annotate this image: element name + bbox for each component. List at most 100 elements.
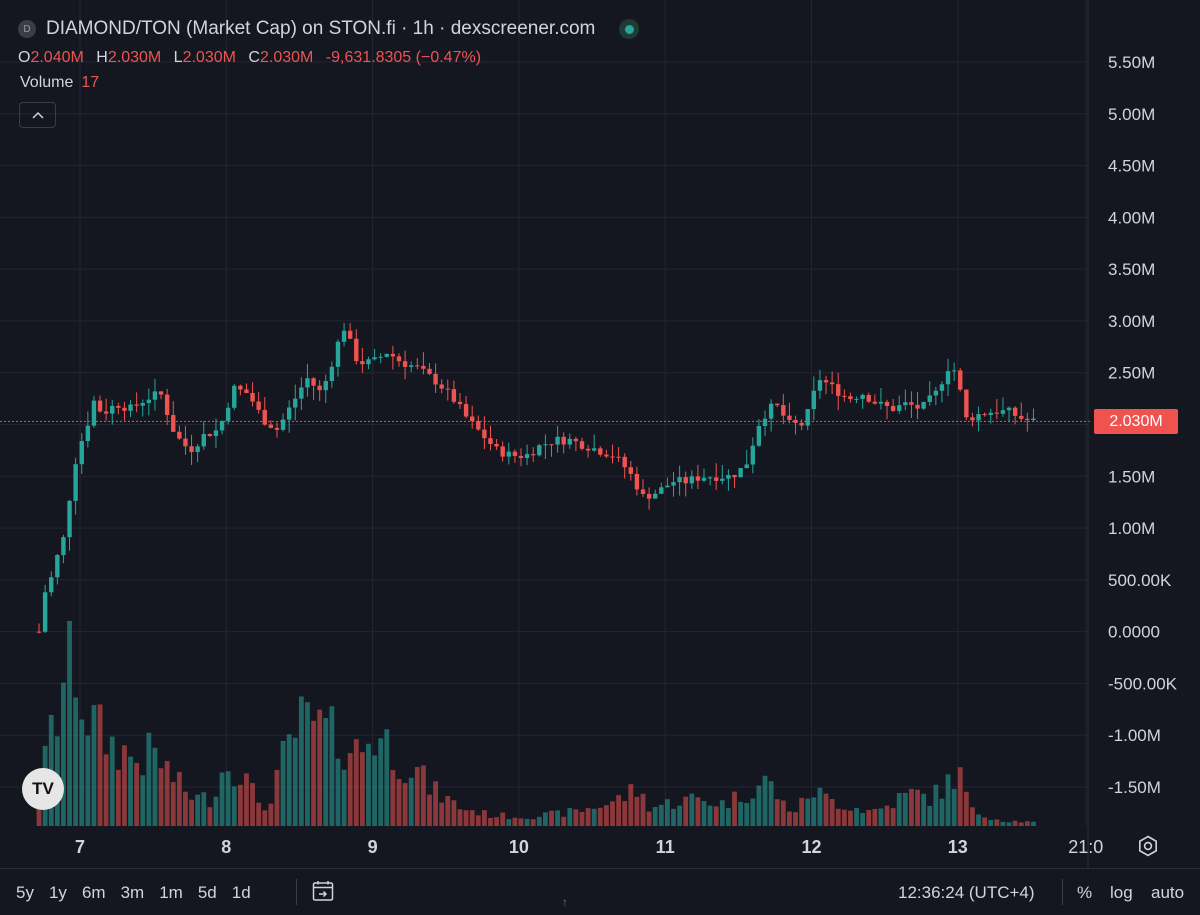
grid-lines xyxy=(0,0,1088,826)
volume-bar xyxy=(793,812,798,826)
candle-body xyxy=(396,356,402,362)
candle-body xyxy=(921,401,926,409)
volume-bar xyxy=(1024,821,1030,826)
volume-bar xyxy=(250,783,255,826)
chart-canvas[interactable]: -1.50M -1.00M -500.00K 0.0000 500.00K 1.00M 1.… xyxy=(0,0,1200,870)
volume-bar xyxy=(427,794,432,826)
volume-bar xyxy=(774,799,780,826)
volume-bar xyxy=(402,783,408,826)
volume-bar xyxy=(225,771,231,826)
candle-body xyxy=(878,401,884,404)
candle-body xyxy=(659,487,664,494)
volume-bar xyxy=(109,736,115,826)
range-6m-button[interactable]: 6m xyxy=(81,883,106,902)
candle-body xyxy=(799,422,804,426)
range-5d-button[interactable]: 5d xyxy=(197,883,217,902)
volume-bar xyxy=(512,817,518,826)
candle-body xyxy=(646,493,652,499)
volume-bar xyxy=(945,774,951,826)
y-tick-label: 2.50M xyxy=(1108,364,1155,383)
volume-bar xyxy=(683,796,689,826)
candle-body xyxy=(775,403,780,406)
volume-bar xyxy=(372,755,377,826)
scroll-up-arrow-icon[interactable]: ↑ xyxy=(562,895,568,909)
candle-body xyxy=(488,438,493,444)
low-label: L xyxy=(173,49,183,66)
volume-bar xyxy=(835,808,841,826)
range-1y-button[interactable]: 1y xyxy=(48,883,67,902)
range-3m-button[interactable]: 3m xyxy=(120,883,145,902)
candle-body xyxy=(421,365,426,369)
volume-bar xyxy=(286,734,292,826)
volume-bar xyxy=(585,808,591,826)
auto-scale-button[interactable]: auto xyxy=(1151,883,1185,902)
percent-scale-button[interactable]: % xyxy=(1077,883,1093,902)
volume-bar xyxy=(976,814,981,826)
candle-body xyxy=(945,371,951,385)
chart-title[interactable]: DIAMOND/TON (Market Cap) on STON.fi · 1h… xyxy=(46,18,596,39)
candle-body xyxy=(994,412,1000,414)
volume-bar xyxy=(811,797,817,826)
volume-bars xyxy=(36,621,1036,826)
volume-bar xyxy=(237,784,243,826)
candle-body xyxy=(567,438,572,445)
candle-body xyxy=(512,451,518,456)
candle-body xyxy=(506,451,511,457)
volume-bar xyxy=(170,782,176,826)
calendar-goto-icon[interactable] xyxy=(311,879,335,903)
candle-body xyxy=(134,404,139,406)
volume-bar xyxy=(591,808,597,826)
x-tick-label: 21:0 xyxy=(1068,837,1103,857)
candle-body xyxy=(415,365,420,367)
candle-body xyxy=(305,378,310,388)
candle-body xyxy=(610,456,615,458)
candle-body xyxy=(457,401,463,405)
candle-body xyxy=(36,631,42,633)
candle-body xyxy=(518,455,524,458)
volume-bar xyxy=(616,795,622,826)
collapse-legend-button[interactable] xyxy=(19,102,56,128)
price-axis[interactable]: -1.50M -1.00M -500.00K 0.0000 500.00K 1.00M 1.… xyxy=(1108,53,1178,797)
volume-bar xyxy=(506,819,512,826)
title-row: D DIAMOND/TON (Market Cap) on STON.fi · … xyxy=(18,18,640,40)
time-axis[interactable]: 7 8 9 10 11 12 13 21:0 xyxy=(75,837,1103,857)
candle-body xyxy=(970,417,975,421)
volume-label: Volume xyxy=(20,74,74,91)
candle-body xyxy=(347,330,353,339)
tradingview-logo-icon[interactable]: TV xyxy=(22,768,64,810)
candle-body xyxy=(579,441,585,449)
volume-bar xyxy=(665,799,670,826)
volume-bar xyxy=(298,696,304,826)
candle-body xyxy=(67,500,72,538)
range-5y-button[interactable]: 5y xyxy=(16,883,34,902)
clock-timezone[interactable]: 12:36:24 (UTC+4) xyxy=(898,883,1035,902)
volume-bar xyxy=(518,818,524,826)
range-1d-button[interactable]: 1d xyxy=(231,883,251,902)
volume-bar xyxy=(335,758,341,826)
toolbar-separator xyxy=(1062,879,1063,905)
candle-body xyxy=(695,476,701,481)
volume-bar xyxy=(396,779,402,826)
candle-body xyxy=(976,414,981,421)
volume-bar xyxy=(866,810,872,826)
volume-bar xyxy=(829,798,835,826)
y-tick-label: 500.00K xyxy=(1108,571,1172,590)
settings-gear-icon[interactable] xyxy=(1136,834,1160,858)
y-tick-label: -1.00M xyxy=(1108,726,1161,745)
range-1m-button[interactable]: 1m xyxy=(159,883,183,902)
volume-bar xyxy=(140,775,146,826)
candle-body xyxy=(384,353,389,357)
volume-bar xyxy=(481,810,487,826)
volume-bar xyxy=(164,760,170,826)
volume-bar xyxy=(640,793,646,826)
x-tick-label: 13 xyxy=(948,837,968,857)
candle-body xyxy=(219,421,225,431)
candle-body xyxy=(482,429,487,439)
candles xyxy=(36,323,1036,634)
candle-body xyxy=(951,370,957,372)
candle-body xyxy=(707,477,713,479)
candle-body xyxy=(360,361,365,365)
volume-legend: Volume 17 xyxy=(20,74,99,92)
candle-body xyxy=(451,389,457,402)
log-scale-button[interactable]: log xyxy=(1110,883,1133,902)
